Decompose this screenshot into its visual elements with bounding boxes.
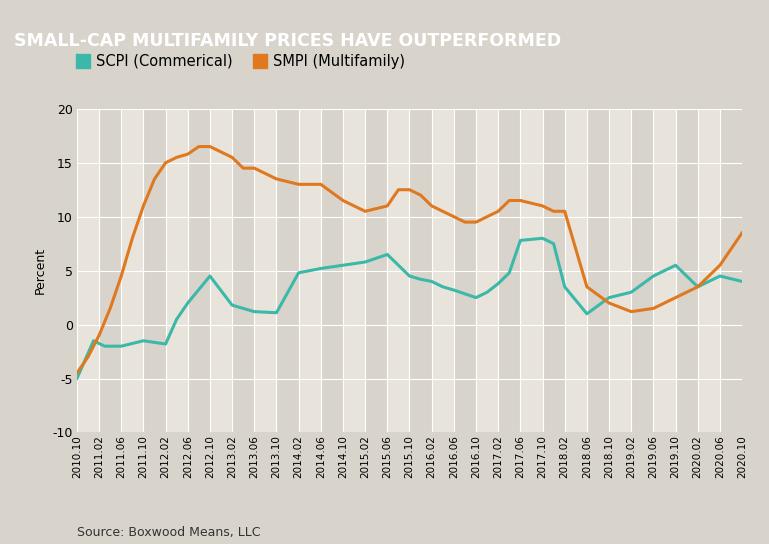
Bar — [498, 109, 521, 432]
Bar — [388, 109, 409, 432]
Bar — [298, 109, 321, 432]
Legend: SCPI (Commerical), SMPI (Multifamily): SCPI (Commerical), SMPI (Multifamily) — [71, 48, 411, 75]
Bar — [188, 109, 210, 432]
Bar — [675, 109, 697, 432]
Bar — [210, 109, 232, 432]
Bar — [122, 109, 143, 432]
Bar — [542, 109, 564, 432]
Bar — [564, 109, 587, 432]
Bar — [143, 109, 165, 432]
Bar — [654, 109, 675, 432]
Text: Source: Boxwood Means, LLC: Source: Boxwood Means, LLC — [77, 526, 261, 539]
Bar — [99, 109, 122, 432]
Bar — [476, 109, 498, 432]
Bar — [697, 109, 720, 432]
Bar — [77, 109, 99, 432]
Bar — [609, 109, 631, 432]
Text: SMALL-CAP MULTIFAMILY PRICES HAVE OUTPERFORMED: SMALL-CAP MULTIFAMILY PRICES HAVE OUTPER… — [14, 32, 561, 50]
Y-axis label: Percent: Percent — [34, 247, 47, 294]
Bar — [409, 109, 431, 432]
Bar — [521, 109, 542, 432]
Bar — [343, 109, 365, 432]
Bar — [720, 109, 742, 432]
Bar — [631, 109, 654, 432]
Bar — [587, 109, 609, 432]
Bar — [321, 109, 343, 432]
Bar — [255, 109, 277, 432]
Bar — [232, 109, 255, 432]
Bar — [365, 109, 388, 432]
Bar — [431, 109, 454, 432]
Bar — [277, 109, 298, 432]
Bar — [165, 109, 188, 432]
Bar — [454, 109, 476, 432]
